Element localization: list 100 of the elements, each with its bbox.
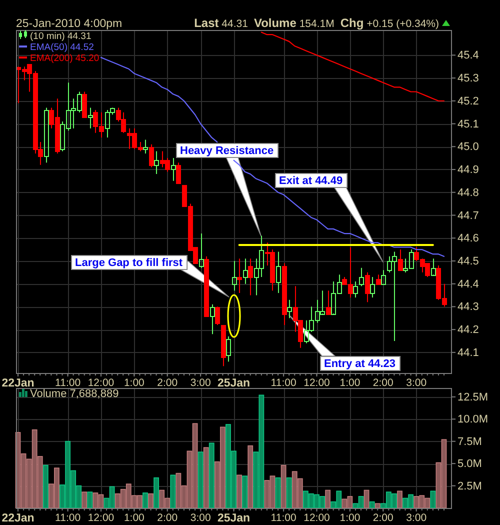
x-tick-label: 12:00 bbox=[304, 512, 330, 524]
candlestick bbox=[215, 306, 220, 326]
bar bbox=[430, 490, 436, 508]
candlestick bbox=[226, 336, 231, 362]
y-tick-label: 2.5M bbox=[458, 480, 482, 492]
candlestick bbox=[154, 150, 159, 175]
x-tick-label: 11:00 bbox=[270, 512, 296, 524]
annotation: Large Gap to fill first bbox=[75, 257, 183, 269]
y-tick-label: 45.0 bbox=[458, 141, 479, 154]
x-tick-label: 12:00 bbox=[88, 512, 114, 524]
candlestick bbox=[82, 91, 87, 118]
candlestick bbox=[282, 262, 287, 326]
x-tick-label: 1:00 bbox=[340, 376, 360, 389]
y-tick-label: 45.2 bbox=[458, 95, 479, 108]
bar bbox=[142, 492, 148, 508]
y-tick-label: 44.8 bbox=[458, 186, 479, 199]
bar bbox=[325, 490, 331, 508]
bar bbox=[236, 474, 242, 508]
candlestick bbox=[221, 324, 226, 367]
bar bbox=[203, 447, 209, 508]
legend-label: (10 min) 44.31 bbox=[30, 31, 92, 42]
legend-label: EMA(200) 45.20 bbox=[30, 53, 100, 64]
candlestick bbox=[149, 144, 154, 168]
bar bbox=[369, 501, 375, 508]
y-tick-label: 44.6 bbox=[458, 232, 479, 245]
x-tick-label: 12:00 bbox=[304, 376, 330, 389]
candlestick bbox=[326, 290, 331, 315]
x-tick-label: 2:00 bbox=[157, 376, 178, 389]
x-tick-label: 2:00 bbox=[372, 512, 394, 524]
candlestick bbox=[232, 260, 237, 292]
x-tick-label: 1:00 bbox=[124, 376, 145, 389]
candlestick bbox=[199, 233, 204, 268]
legend-label: Volume 7,688,889 bbox=[30, 388, 119, 400]
chart-subtitle: 25-Jan-2010 4:00pm bbox=[16, 18, 122, 30]
y-tick-label: 7.5M bbox=[458, 436, 482, 448]
line-series bbox=[260, 32, 445, 102]
candlestick bbox=[287, 299, 292, 319]
bar bbox=[170, 474, 176, 508]
x-tick-label: 1:00 bbox=[124, 512, 145, 524]
candlestick bbox=[171, 158, 176, 182]
y-tick-label: 5.0M bbox=[458, 458, 482, 470]
y-tick-label: 44.3 bbox=[458, 301, 479, 314]
x-tick-label: 1:00 bbox=[340, 512, 360, 524]
text: Chg +0.15 (+0.34%) bbox=[340, 16, 439, 30]
candlestick bbox=[44, 107, 49, 164]
x-tick-label: 3:00 bbox=[190, 376, 211, 389]
bar bbox=[82, 492, 88, 508]
candlestick bbox=[248, 258, 253, 296]
y-tick-label: 45.3 bbox=[458, 72, 479, 85]
candlestick bbox=[237, 258, 242, 294]
bar bbox=[286, 477, 292, 508]
x-tick-label: 3:00 bbox=[406, 512, 427, 524]
legend-label: EMA(50) 44.52 bbox=[30, 42, 94, 53]
y-tick-label: 44.9 bbox=[458, 164, 479, 176]
x-tick-label: 11:00 bbox=[55, 512, 81, 524]
candlestick bbox=[176, 162, 181, 184]
candlestick bbox=[398, 249, 403, 271]
y-tick-label: 45.4 bbox=[458, 50, 479, 62]
x-tick-label: 2:00 bbox=[157, 512, 178, 524]
bar bbox=[208, 442, 214, 508]
bar bbox=[242, 476, 248, 508]
candlestick bbox=[381, 270, 386, 285]
x-tick-label: 11:00 bbox=[270, 376, 296, 389]
x-tick-label: 25Jan bbox=[217, 512, 250, 525]
bar bbox=[248, 445, 254, 508]
bar bbox=[397, 490, 402, 508]
bar bbox=[148, 493, 154, 508]
y-tick-label: 44.4 bbox=[458, 278, 479, 290]
bar bbox=[198, 452, 204, 508]
candlestick bbox=[243, 258, 248, 284]
candlestick bbox=[88, 107, 93, 129]
x-tick-label: 3:00 bbox=[190, 512, 211, 524]
x-tick-label: 22Jan bbox=[2, 512, 34, 525]
text: Last 44.31 bbox=[194, 16, 248, 30]
candlestick bbox=[370, 276, 375, 298]
candlestick bbox=[353, 281, 358, 298]
bar bbox=[374, 503, 380, 508]
x-tick-label: 22Jan bbox=[2, 378, 34, 390]
bar bbox=[275, 477, 281, 508]
annotation: Exit at 44.49 bbox=[279, 175, 343, 187]
x-tick-label: 11:00 bbox=[55, 376, 81, 389]
candlestick bbox=[365, 272, 370, 303]
candlestick bbox=[204, 256, 209, 317]
candlestick bbox=[359, 267, 364, 287]
x-tick-label: 2:00 bbox=[372, 376, 394, 389]
candlestick bbox=[210, 304, 215, 335]
y-tick-label: 45.1 bbox=[458, 118, 479, 130]
annotation: Heavy Resistance bbox=[180, 145, 274, 157]
candlestick bbox=[431, 258, 436, 276]
x-tick-label: 12:00 bbox=[88, 376, 114, 389]
bar bbox=[364, 490, 370, 508]
y-tick-label: 44.1 bbox=[458, 346, 479, 359]
y-tick-label: 10.0M bbox=[458, 414, 488, 426]
candlestick bbox=[376, 274, 381, 285]
text: Volume 154.1M bbox=[254, 16, 334, 30]
y-tick-label: 12.5M bbox=[458, 391, 488, 404]
y-tick-label: 44.5 bbox=[458, 255, 479, 268]
bar bbox=[154, 477, 160, 508]
x-tick-label: 25Jan bbox=[217, 378, 250, 390]
bar bbox=[42, 464, 48, 508]
